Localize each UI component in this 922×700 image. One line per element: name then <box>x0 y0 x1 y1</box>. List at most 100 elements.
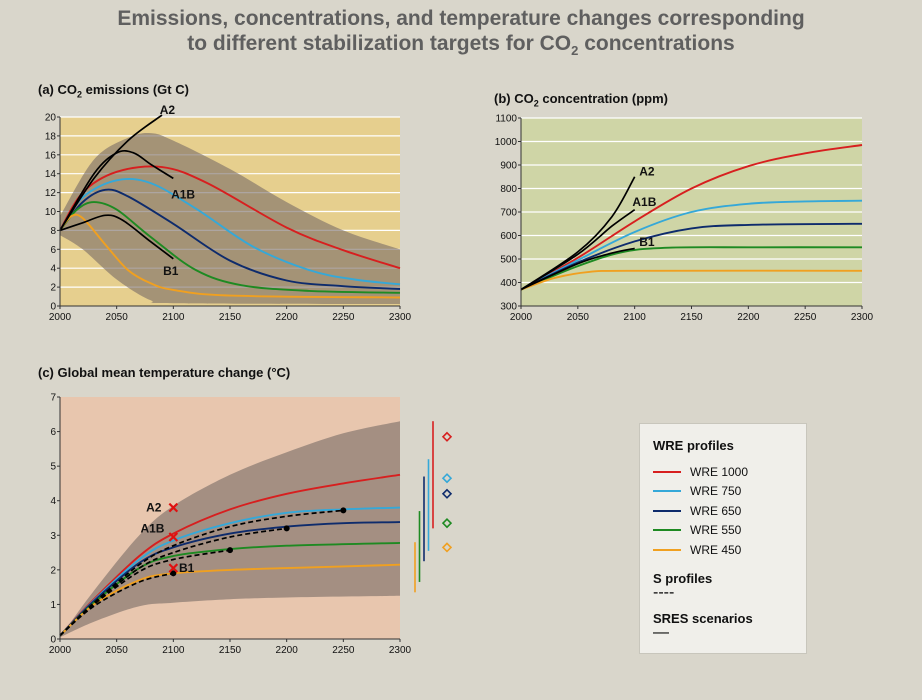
chart-b-x-tick-label: 2050 <box>567 312 590 323</box>
chart-b-y-tick-label: 1000 <box>495 137 518 148</box>
legend-item-wre-650: WRE 650 <box>653 501 806 521</box>
chart-a-y-tick-label: 4 <box>50 264 56 275</box>
panel-a-title-sub: 2 <box>77 89 83 100</box>
chart-a-y-tick-label: 0 <box>50 302 56 313</box>
legend-swatch <box>653 548 681 551</box>
chart-a-label-b1: B1 <box>163 264 179 278</box>
chart-b-x-tick-label: 2000 <box>510 312 533 323</box>
chart-b-x-tick-label: 2100 <box>624 312 647 323</box>
chart-c-sres-marker-b1 <box>168 563 179 573</box>
chart-c-series-wre-550 <box>59 541 401 637</box>
chart-c-y-tick-label: 5 <box>50 462 56 473</box>
chart-a-series-wre-650 <box>59 188 401 290</box>
panel-b-title-sub: 2 <box>533 98 539 109</box>
chart-c-x-tick-label: 2300 <box>389 645 412 656</box>
chart-c-y-tick-label: 4 <box>50 496 56 507</box>
chart-b-y-tick-label: 500 <box>500 255 517 266</box>
chart-b-y-tick-label: 1100 <box>495 114 517 125</box>
panel-a-title-post: emissions (Gt C) <box>82 82 189 97</box>
chart-a-group: A2 A1B B1 2000 2050 2100 2150 2200 2250 2300 0 2 4 6 8… <box>45 103 412 323</box>
legend-swatch <box>653 490 681 493</box>
main-title-line1: Emissions, concentrations, and temperatu… <box>117 7 805 30</box>
legend-title: WRE profiles <box>653 438 734 453</box>
chart-c-sres-label-a2: A2 <box>146 501 162 515</box>
chart-b-x-tick-label: 2300 <box>851 312 874 323</box>
chart-b-label-a2: A2 <box>639 165 655 179</box>
chart-a-y-tick-label: 14 <box>45 169 57 180</box>
chart-c-range-marker-wre-450 <box>441 542 453 553</box>
chart-c-x-tick-label: 2250 <box>332 645 355 656</box>
chart-a-y-tick-label: 8 <box>50 226 56 237</box>
legend-item-label: WRE 650 <box>690 503 742 518</box>
legend-swatch <box>653 470 681 473</box>
legend-item-wre-750: WRE 750 <box>653 482 806 502</box>
chart-b-series-wre-1000 <box>520 144 863 291</box>
legend-item-label: WRE 1000 <box>690 464 749 479</box>
chart-a-x-tick-label: 2200 <box>276 312 299 323</box>
legend-sres: SRES scenarios <box>653 610 753 626</box>
chart-a-x-tick-label: 2250 <box>332 312 355 323</box>
title-line2-sub: 2 <box>571 43 579 59</box>
chart-c-sres-marker-a2 <box>168 502 179 513</box>
chart-c-range-marker-wre-1000 <box>441 431 453 442</box>
chart-c-x-tick-label: 2050 <box>106 645 129 656</box>
chart-c-series-wre-650 <box>59 521 401 637</box>
legend-item-label: WRE 750 <box>690 484 742 499</box>
chart-c-series-s-550 <box>59 572 174 637</box>
chart-a-series-wre-450 <box>59 213 401 299</box>
chart-b-series-wre-750 <box>520 199 863 291</box>
chart-a-y-tick-label: 6 <box>50 245 56 256</box>
panel-b-title-pre: (b) CO <box>494 91 534 106</box>
chart-c-x-tick-label: 2200 <box>276 645 299 656</box>
chart-a-x-tick-label: 2000 <box>49 312 72 323</box>
chart-b-y-tick-label: 700 <box>500 208 517 219</box>
legend-s-profiles-symbol: ---- <box>653 583 675 601</box>
chart-c-range-marker-wre-650 <box>441 488 453 499</box>
legend-item-wre-1000: WRE 1000 <box>653 462 806 482</box>
chart-a-label-a1b: A1B <box>171 187 195 201</box>
chart-c-y-tick-label: 0 <box>50 635 56 646</box>
legend-s-profiles: S profiles <box>653 570 713 586</box>
legend-item-wre-450: WRE 450 <box>653 540 806 560</box>
chart-c-endpoint-s-550 <box>170 570 177 577</box>
panel-a-title-pre: (a) CO <box>38 82 77 97</box>
chart-b-y-tick-label: 900 <box>500 161 517 172</box>
chart-a-y-tick-label: 2 <box>50 283 56 294</box>
chart-a-x-tick-label: 2150 <box>219 312 242 323</box>
chart-c-sres-label-b1: B1 <box>179 561 195 575</box>
chart-b-label-b1: B1 <box>639 235 655 249</box>
title-line2-post: concentrations <box>578 32 735 55</box>
chart-c-y-tick-label: 7 <box>50 393 56 404</box>
chart-c-endpoint-s-750 <box>283 525 290 532</box>
chart-a-series-wre-550 <box>59 201 401 294</box>
chart-b-y-tick-label: 600 <box>500 231 517 242</box>
legend-swatch <box>653 529 681 532</box>
title-line2-pre: to different stabilization targets for C… <box>187 32 572 55</box>
chart-a-series-a2 <box>59 114 163 231</box>
chart-a-x-tick-label: 2100 <box>162 312 185 323</box>
panel-b-title-post: concentration (ppm) <box>538 91 669 106</box>
legend-rows: WRE 1000 WRE 750 WRE 650 WRE 550 WRE 450 <box>653 462 806 560</box>
chart-b-y-tick-label: 300 <box>500 302 517 313</box>
chart-c-x-tick-label: 2100 <box>162 645 185 656</box>
panel-b-title: (b) CO2 concentration (ppm) <box>494 91 668 109</box>
chart-c-y-tick-label: 2 <box>50 565 56 576</box>
chart-a-series-a1b <box>59 150 174 231</box>
legend-swatch <box>653 509 681 512</box>
chart-a-y-tick-label: 12 <box>45 188 57 199</box>
chart-c-x-tick-label: 2000 <box>49 645 72 656</box>
chart-c-series-s-650 <box>59 549 231 637</box>
chart-c-x-tick-label: 2150 <box>219 645 242 656</box>
legend: WRE profiles WRE 1000 WRE 750 WRE 650 WRE 5… <box>639 423 807 654</box>
chart-a-series-wre-750 <box>59 177 401 286</box>
legend-item-label: WRE 550 <box>690 523 742 538</box>
chart-c-y-tick-label: 6 <box>50 427 56 438</box>
chart-b-series-wre-450 <box>520 269 863 291</box>
chart-b-series-wre-550 <box>520 246 863 291</box>
legend-sres-symbol: — <box>653 623 669 641</box>
chart-c-series-s-1000 <box>59 509 344 637</box>
chart-c-endpoint-s-650 <box>227 547 233 554</box>
chart-c-endpoint-s-1000 <box>340 507 347 514</box>
legend-item-label: WRE 450 <box>690 542 742 557</box>
